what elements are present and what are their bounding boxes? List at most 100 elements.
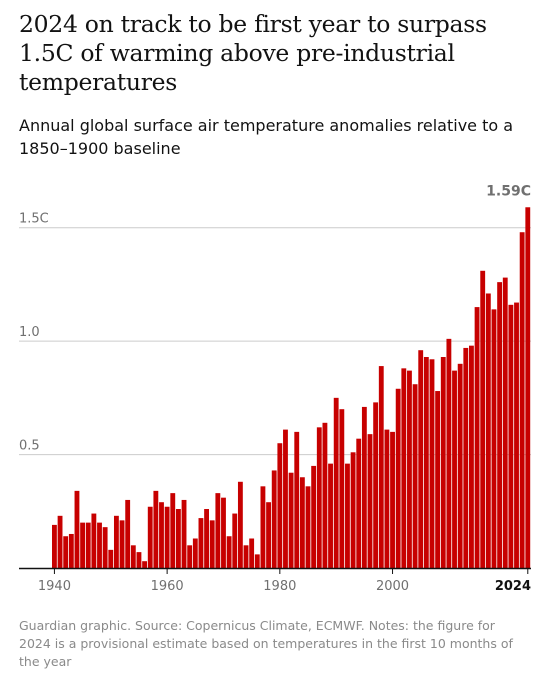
bar-1997 bbox=[373, 402, 379, 568]
bars bbox=[52, 207, 531, 569]
bar-1968 bbox=[209, 520, 215, 568]
bar-1999 bbox=[384, 429, 390, 568]
bar-2020 bbox=[502, 277, 508, 568]
bar-2005 bbox=[418, 350, 424, 568]
bar-1984 bbox=[299, 477, 305, 568]
bar-2014 bbox=[469, 345, 474, 568]
bar-1955 bbox=[136, 552, 142, 568]
bar-2016 bbox=[480, 270, 486, 568]
bar-1945 bbox=[80, 522, 86, 568]
x-tick-label: 1960 bbox=[151, 579, 184, 594]
bar-1976 bbox=[254, 554, 260, 568]
bar-2019 bbox=[497, 282, 503, 568]
x-tick-label: 1940 bbox=[38, 579, 71, 594]
chart-title: 2024 on track to be first year to surpas… bbox=[19, 10, 487, 96]
bar-2010 bbox=[446, 338, 452, 568]
temperature-bar-chart: 0.5 1.0 1.5C 1940 1960 1980 2000 2024 1.59C bbox=[19, 183, 531, 594]
bar-1941 bbox=[57, 515, 63, 568]
bar-1987 bbox=[316, 427, 322, 568]
y-tick-labels: 0.5 1.0 1.5C bbox=[19, 212, 49, 454]
bar-1991 bbox=[339, 409, 345, 568]
chart-subtitle: Annual global surface air temperature an… bbox=[19, 116, 514, 158]
bar-1946 bbox=[85, 522, 91, 568]
x-tick-label: 2024 bbox=[495, 579, 531, 594]
y-tick-label: 1.5C bbox=[19, 212, 49, 227]
bar-2022 bbox=[514, 302, 519, 568]
bar-2012 bbox=[457, 363, 463, 568]
bar-1960 bbox=[164, 506, 170, 568]
bar-2015 bbox=[474, 307, 480, 568]
bar-2021 bbox=[508, 304, 514, 568]
bar-1995 bbox=[361, 406, 367, 568]
bar-1979 bbox=[271, 470, 277, 568]
bar-1953 bbox=[125, 499, 131, 568]
bar-2007 bbox=[429, 359, 435, 568]
bar-1985 bbox=[305, 486, 311, 568]
bar-1965 bbox=[192, 538, 198, 568]
bar-2008 bbox=[435, 391, 441, 568]
bar-1977 bbox=[260, 486, 266, 568]
bar-1989 bbox=[328, 463, 333, 568]
bar-2003 bbox=[407, 370, 412, 568]
bar-1963 bbox=[181, 499, 187, 568]
bar-1962 bbox=[175, 509, 181, 568]
bar-1981 bbox=[283, 429, 288, 568]
x-tick-labels: 1940 1960 1980 2000 2024 bbox=[38, 568, 531, 594]
x-tick-label: 1980 bbox=[263, 579, 296, 594]
y-tick-label: 0.5 bbox=[19, 439, 40, 454]
bar-2011 bbox=[452, 370, 457, 568]
bar-2023 bbox=[519, 232, 525, 568]
bar-2018 bbox=[491, 309, 497, 568]
bar-2009 bbox=[440, 357, 446, 568]
bar-1988 bbox=[322, 422, 328, 568]
bar-1990 bbox=[333, 397, 339, 568]
bar-2002 bbox=[401, 368, 407, 568]
bar-1964 bbox=[187, 545, 193, 568]
bar-1943 bbox=[68, 533, 74, 568]
bar-1954 bbox=[130, 545, 136, 568]
bar-1959 bbox=[159, 502, 164, 568]
bar-1949 bbox=[102, 527, 108, 568]
bar-1966 bbox=[198, 518, 204, 568]
bar-1957 bbox=[147, 506, 153, 568]
bar-1956 bbox=[142, 561, 148, 568]
bar-1967 bbox=[204, 509, 209, 568]
bar-1972 bbox=[232, 513, 238, 568]
bar-1996 bbox=[367, 434, 373, 568]
bar-1951 bbox=[113, 515, 119, 568]
bar-1958 bbox=[153, 490, 159, 568]
bar-1948 bbox=[97, 522, 102, 568]
bar-1969 bbox=[215, 493, 221, 568]
bar-1974 bbox=[243, 545, 249, 568]
bar-1973 bbox=[237, 481, 243, 568]
annotation-label-2024: 1.59C bbox=[486, 183, 531, 199]
bar-1994 bbox=[356, 438, 362, 568]
bar-1947 bbox=[91, 513, 97, 568]
bar-1950 bbox=[108, 549, 114, 568]
bar-1980 bbox=[277, 443, 283, 568]
bar-2001 bbox=[395, 388, 401, 568]
x-tick-label: 2000 bbox=[376, 579, 409, 594]
bar-1975 bbox=[249, 538, 255, 568]
bar-2017 bbox=[485, 293, 491, 568]
bar-1961 bbox=[170, 493, 176, 568]
bar-1940 bbox=[52, 524, 57, 568]
bar-1970 bbox=[221, 497, 226, 568]
bar-1952 bbox=[119, 520, 125, 568]
footnote: Guardian graphic. Source: Copernicus Cli… bbox=[19, 618, 513, 669]
bar-2000 bbox=[390, 431, 395, 568]
bar-2004 bbox=[412, 384, 418, 568]
bar-1982 bbox=[288, 472, 294, 568]
bar-1978 bbox=[266, 502, 271, 568]
bar-1944 bbox=[74, 490, 80, 568]
bar-2024 bbox=[525, 207, 531, 569]
bar-1993 bbox=[350, 452, 356, 568]
bar-1971 bbox=[226, 536, 232, 568]
bar-2006 bbox=[423, 357, 429, 568]
y-tick-label: 1.0 bbox=[19, 325, 40, 340]
bar-1942 bbox=[63, 536, 69, 568]
bar-1986 bbox=[311, 465, 317, 568]
bar-1983 bbox=[294, 431, 300, 568]
bar-2013 bbox=[463, 347, 469, 568]
bar-1998 bbox=[378, 366, 384, 568]
